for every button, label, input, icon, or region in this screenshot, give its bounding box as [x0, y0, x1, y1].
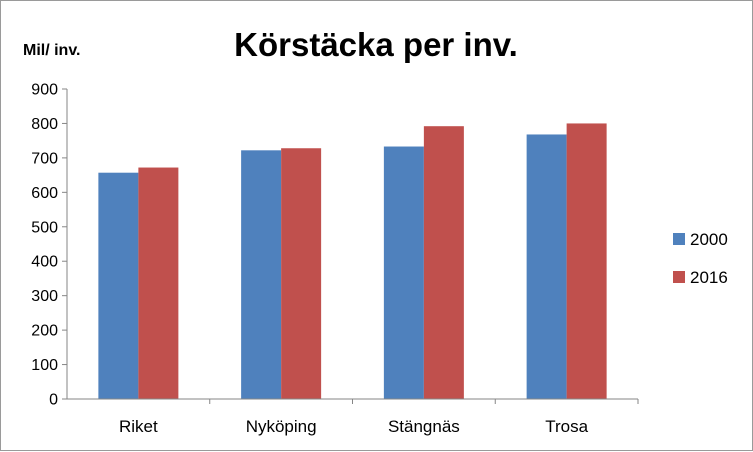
axes [66, 89, 639, 404]
bars [98, 123, 607, 399]
y-tick-label: 800 [31, 116, 58, 133]
y-tick-label: 500 [31, 219, 58, 236]
bar-2016-stängnäs [423, 126, 464, 399]
legend-swatch-2000 [673, 233, 685, 245]
bar-2000-trosa [526, 134, 567, 399]
y-axis-label: Mil/ inv. [23, 42, 80, 59]
legend-swatch-2016 [673, 271, 685, 283]
y-tick-label: 600 [31, 185, 58, 202]
bar-2016-nyköping [281, 148, 322, 399]
legend-label-2000: 2000 [690, 230, 728, 249]
x-axis: Riket Nyköping Stängnäs Trosa [119, 417, 589, 436]
chart-title: Körstäcka per inv. [234, 26, 518, 63]
bar-2000-riket [98, 172, 139, 399]
y-tick-label: 100 [31, 357, 58, 374]
category-label: Nyköping [246, 417, 317, 436]
bar-2000-stängnäs [383, 146, 424, 399]
y-tick-label: 400 [31, 254, 58, 271]
y-tick-label: 700 [31, 150, 58, 167]
legend: 2000 2016 [673, 230, 728, 287]
bar-2000-nyköping [241, 150, 282, 399]
y-tick-label: 200 [31, 323, 58, 340]
category-label: Riket [119, 417, 158, 436]
legend-label-2016: 2016 [690, 268, 728, 287]
category-label: Trosa [545, 417, 588, 436]
category-label: Stängnäs [388, 417, 460, 436]
y-tick-label: 900 [31, 82, 58, 99]
y-axis: 0 100 200 300 400 500 600 700 800 900 [31, 82, 67, 409]
y-tick-label: 300 [31, 288, 58, 305]
bar-2016-trosa [566, 123, 607, 399]
bar-2016-riket [138, 167, 179, 399]
y-tick-label: 0 [49, 392, 58, 409]
